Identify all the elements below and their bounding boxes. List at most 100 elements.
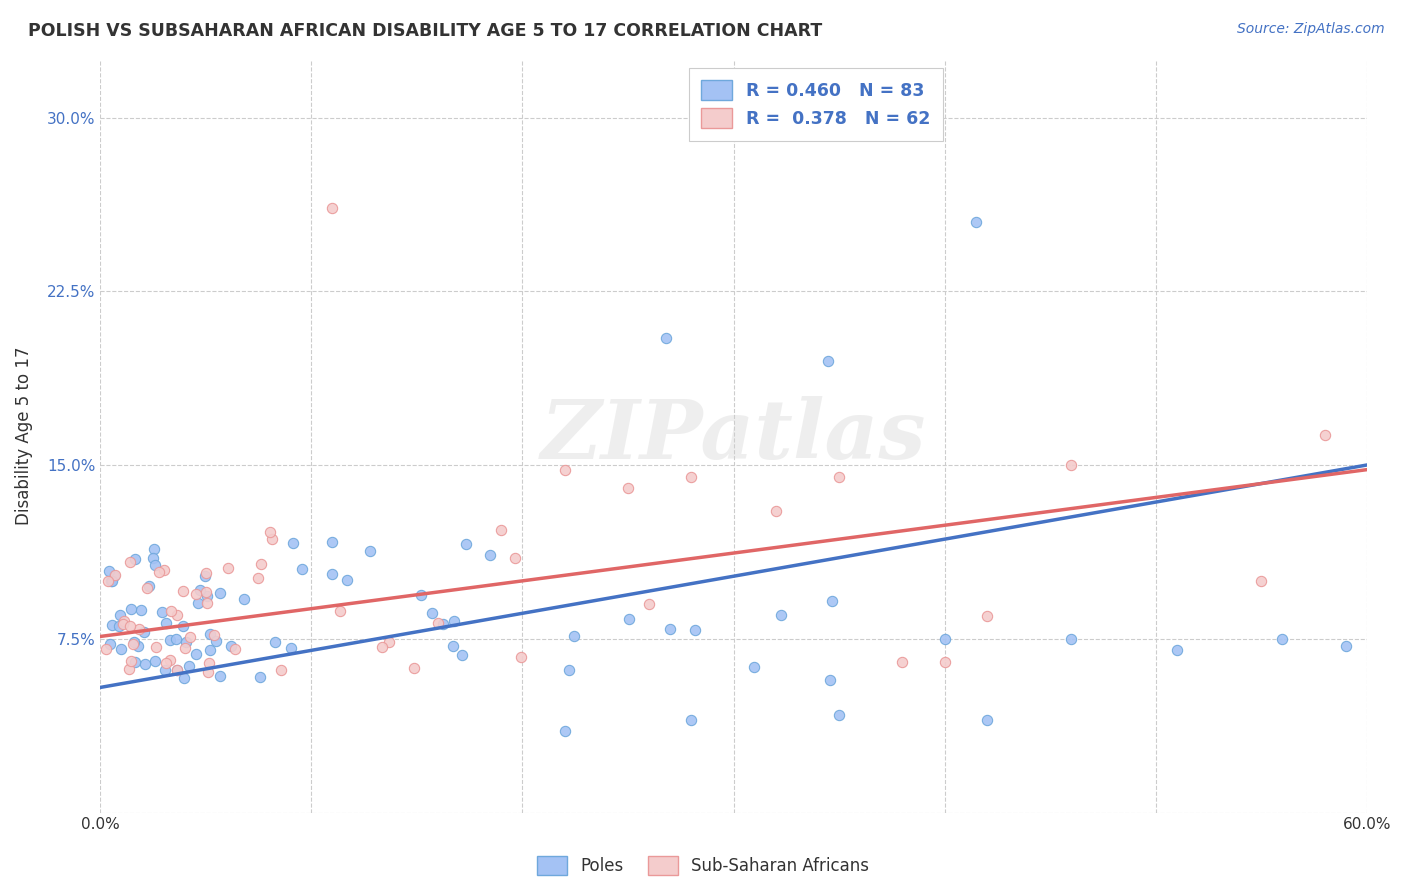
Point: [1060, 458, 1083, 472]
Point: [195, 589, 218, 603]
Point: [409, 588, 432, 602]
Point: [219, 639, 242, 653]
Point: [249, 670, 271, 684]
Point: [554, 724, 576, 739]
Point: [108, 619, 131, 633]
Point: [503, 551, 526, 566]
Point: [97, 564, 120, 578]
Point: [142, 550, 165, 565]
Point: [205, 633, 228, 648]
Point: [100, 618, 122, 632]
Point: [232, 591, 254, 606]
Point: [443, 614, 465, 628]
Point: [194, 566, 217, 581]
Point: [934, 655, 956, 669]
Point: [479, 548, 502, 562]
Point: [136, 581, 159, 595]
Point: [173, 640, 195, 655]
Point: [638, 597, 661, 611]
Point: [321, 535, 343, 549]
Point: [432, 617, 454, 632]
Point: [184, 587, 207, 601]
Point: [1313, 428, 1336, 442]
Point: [202, 628, 225, 642]
Point: [450, 648, 472, 662]
Point: [120, 602, 142, 616]
Point: [1388, 112, 1406, 127]
Point: [681, 713, 703, 727]
Point: [817, 353, 839, 368]
Point: [818, 673, 841, 687]
Point: [143, 558, 166, 572]
Point: [371, 640, 394, 655]
Point: [145, 640, 167, 655]
Point: [562, 629, 585, 643]
Text: POLISH VS SUBSAHARAN AFRICAN DISABILITY AGE 5 TO 17 CORRELATION CHART: POLISH VS SUBSAHARAN AFRICAN DISABILITY …: [28, 22, 823, 40]
Point: [98, 637, 121, 651]
Point: [558, 664, 581, 678]
Point: [155, 656, 177, 670]
Point: [112, 614, 135, 628]
Point: [128, 622, 150, 636]
Point: [291, 562, 314, 576]
Legend: Poles, Sub-Saharan Africans: Poles, Sub-Saharan Africans: [529, 847, 877, 884]
Point: [427, 615, 450, 630]
Point: [200, 642, 222, 657]
Point: [197, 596, 219, 610]
Point: [134, 657, 156, 671]
Point: [441, 639, 464, 653]
Point: [280, 640, 302, 655]
Point: [103, 568, 125, 582]
Point: [197, 665, 219, 680]
Point: [329, 604, 352, 618]
Point: [124, 552, 146, 566]
Point: [681, 469, 703, 483]
Point: [150, 605, 173, 619]
Point: [120, 654, 142, 668]
Point: [828, 708, 851, 723]
Point: [617, 481, 640, 495]
Legend: R = 0.460   N = 83, R =  0.378   N = 62: R = 0.460 N = 83, R = 0.378 N = 62: [689, 69, 943, 141]
Point: [143, 654, 166, 668]
Point: [174, 634, 197, 648]
Point: [172, 619, 194, 633]
Point: [321, 567, 343, 582]
Point: [97, 574, 120, 588]
Point: [769, 607, 792, 622]
Point: [1166, 643, 1188, 657]
Point: [655, 330, 678, 344]
Point: [177, 658, 200, 673]
Point: [190, 582, 212, 597]
Point: [976, 608, 998, 623]
Point: [120, 619, 142, 633]
Point: [118, 555, 141, 569]
Point: [224, 641, 246, 656]
Point: [122, 637, 145, 651]
Point: [166, 663, 188, 677]
Point: [194, 585, 217, 599]
Point: [554, 463, 576, 477]
Point: [101, 574, 124, 588]
Point: [765, 504, 787, 518]
Point: [166, 663, 188, 677]
Point: [617, 611, 640, 625]
Point: [165, 632, 187, 646]
Point: [127, 639, 149, 653]
Point: [1060, 632, 1083, 646]
Point: [420, 606, 443, 620]
Point: [828, 469, 851, 483]
Point: [187, 596, 209, 610]
Point: [148, 565, 170, 579]
Point: [246, 571, 269, 585]
Point: [264, 634, 287, 648]
Point: [110, 642, 132, 657]
Text: ZIPatlas: ZIPatlas: [541, 396, 927, 476]
Point: [891, 655, 914, 669]
Point: [1271, 632, 1294, 646]
Point: [821, 594, 844, 608]
Point: [1334, 639, 1357, 653]
Point: [159, 632, 181, 647]
Point: [143, 542, 166, 557]
Point: [934, 632, 956, 646]
Point: [259, 524, 281, 539]
